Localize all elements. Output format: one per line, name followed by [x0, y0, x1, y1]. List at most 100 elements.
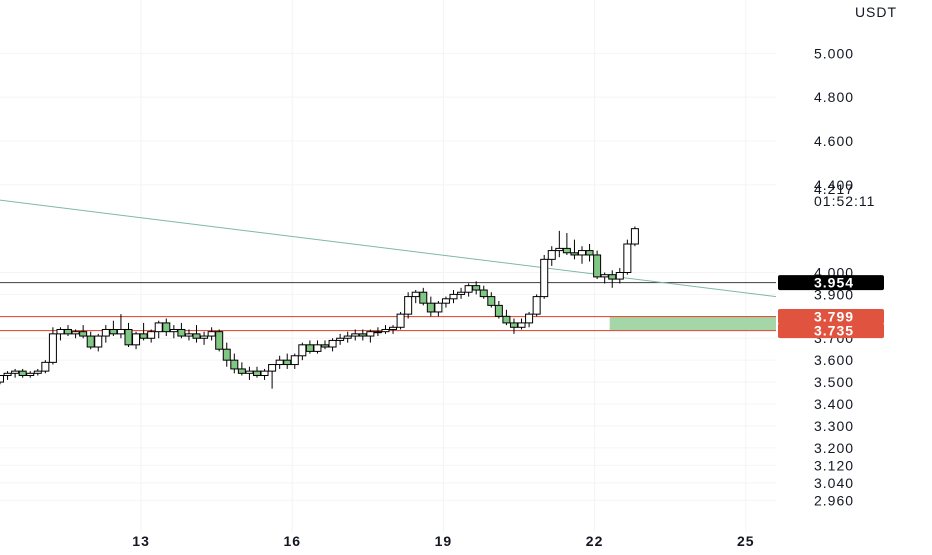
candle[interactable]	[547, 246, 556, 266]
candle[interactable]	[464, 283, 473, 297]
candle[interactable]	[41, 360, 50, 374]
candle[interactable]	[585, 244, 594, 262]
price-axis[interactable]: USDT 5.0004.8004.6004.4004.0003.9003.700…	[814, 4, 897, 508]
candle-body-up	[404, 296, 413, 315]
candle[interactable]	[124, 322, 133, 348]
candle[interactable]	[313, 340, 322, 354]
candle[interactable]	[260, 368, 269, 380]
candle[interactable]	[222, 342, 231, 367]
candle[interactable]	[449, 290, 458, 304]
candle[interactable]	[101, 325, 110, 343]
candle-body-up	[298, 344, 307, 357]
price-axis-unit: USDT	[855, 4, 897, 20]
candle[interactable]	[381, 325, 390, 334]
candle[interactable]	[336, 333, 345, 345]
candle-body-down	[593, 254, 602, 278]
time-axis[interactable]: 13 16 19 22 25	[132, 533, 754, 549]
candle[interactable]	[33, 368, 42, 376]
candle[interactable]	[139, 322, 148, 341]
line-layer	[0, 199, 777, 332]
candle[interactable]	[230, 353, 239, 374]
candle[interactable]	[184, 329, 193, 341]
candle[interactable]	[283, 353, 292, 369]
candle-body-up	[343, 335, 352, 339]
candle[interactable]	[64, 325, 73, 337]
x-tick-label: 22	[586, 533, 604, 549]
candle[interactable]	[540, 254, 549, 299]
candle[interactable]	[373, 327, 382, 337]
candle[interactable]	[132, 331, 141, 350]
candle[interactable]	[147, 329, 156, 343]
candle[interactable]	[169, 325, 178, 339]
candle-body-up	[464, 285, 473, 293]
candle[interactable]	[578, 246, 586, 264]
candle[interactable]	[290, 353, 299, 369]
candles[interactable]	[0, 226, 639, 389]
candle[interactable]	[86, 331, 95, 350]
candle[interactable]	[525, 311, 534, 328]
candle[interactable]	[509, 318, 518, 334]
candle[interactable]	[389, 325, 398, 334]
candle[interactable]	[215, 329, 224, 352]
candle[interactable]	[48, 327, 57, 365]
candle[interactable]	[26, 371, 35, 378]
candle[interactable]	[494, 300, 503, 319]
candle[interactable]	[162, 318, 171, 337]
candle[interactable]	[56, 327, 65, 341]
candle[interactable]	[570, 239, 579, 260]
candle[interactable]	[411, 290, 420, 304]
candle[interactable]	[245, 366, 254, 380]
candle[interactable]	[472, 281, 481, 295]
candle[interactable]	[419, 287, 428, 306]
candle[interactable]	[608, 270, 617, 288]
candle[interactable]	[328, 338, 337, 352]
trendline[interactable]	[0, 199, 777, 298]
candle[interactable]	[275, 355, 284, 369]
candle[interactable]	[630, 226, 639, 247]
candle[interactable]	[502, 309, 511, 326]
candle[interactable]	[207, 327, 216, 341]
candle[interactable]	[358, 329, 367, 341]
candle[interactable]	[200, 331, 209, 345]
candle[interactable]	[154, 320, 163, 339]
candle[interactable]	[177, 322, 186, 339]
candle[interactable]	[434, 300, 443, 317]
candle[interactable]	[600, 272, 609, 284]
candle[interactable]	[479, 285, 488, 299]
candle[interactable]	[298, 342, 307, 361]
candle[interactable]	[593, 250, 602, 280]
candle[interactable]	[404, 292, 413, 319]
candle[interactable]	[487, 292, 496, 308]
candle[interactable]	[268, 364, 277, 389]
candle[interactable]	[116, 314, 125, 339]
candle[interactable]	[396, 311, 405, 330]
candle[interactable]	[351, 329, 360, 341]
candle[interactable]	[94, 333, 103, 352]
candle[interactable]	[343, 331, 352, 343]
candle[interactable]	[426, 296, 435, 317]
candle[interactable]	[18, 368, 27, 378]
candle[interactable]	[305, 340, 314, 354]
candle[interactable]	[252, 366, 261, 378]
candle[interactable]	[366, 329, 375, 343]
candle[interactable]	[3, 371, 12, 380]
candle[interactable]	[562, 233, 571, 255]
candle[interactable]	[441, 296, 450, 308]
candle[interactable]	[517, 318, 526, 330]
candle[interactable]	[457, 287, 466, 299]
candle[interactable]	[532, 294, 541, 317]
candle[interactable]	[79, 325, 88, 339]
candle[interactable]	[615, 268, 624, 284]
candle[interactable]	[11, 368, 20, 378]
candle[interactable]	[192, 325, 201, 343]
candle-body-up	[336, 337, 345, 341]
candle[interactable]	[71, 329, 80, 339]
candle[interactable]	[623, 239, 632, 275]
candle[interactable]	[237, 362, 246, 376]
candle[interactable]	[109, 320, 118, 337]
candle[interactable]	[321, 340, 330, 350]
candle[interactable]	[0, 375, 4, 385]
candle[interactable]	[555, 230, 564, 258]
